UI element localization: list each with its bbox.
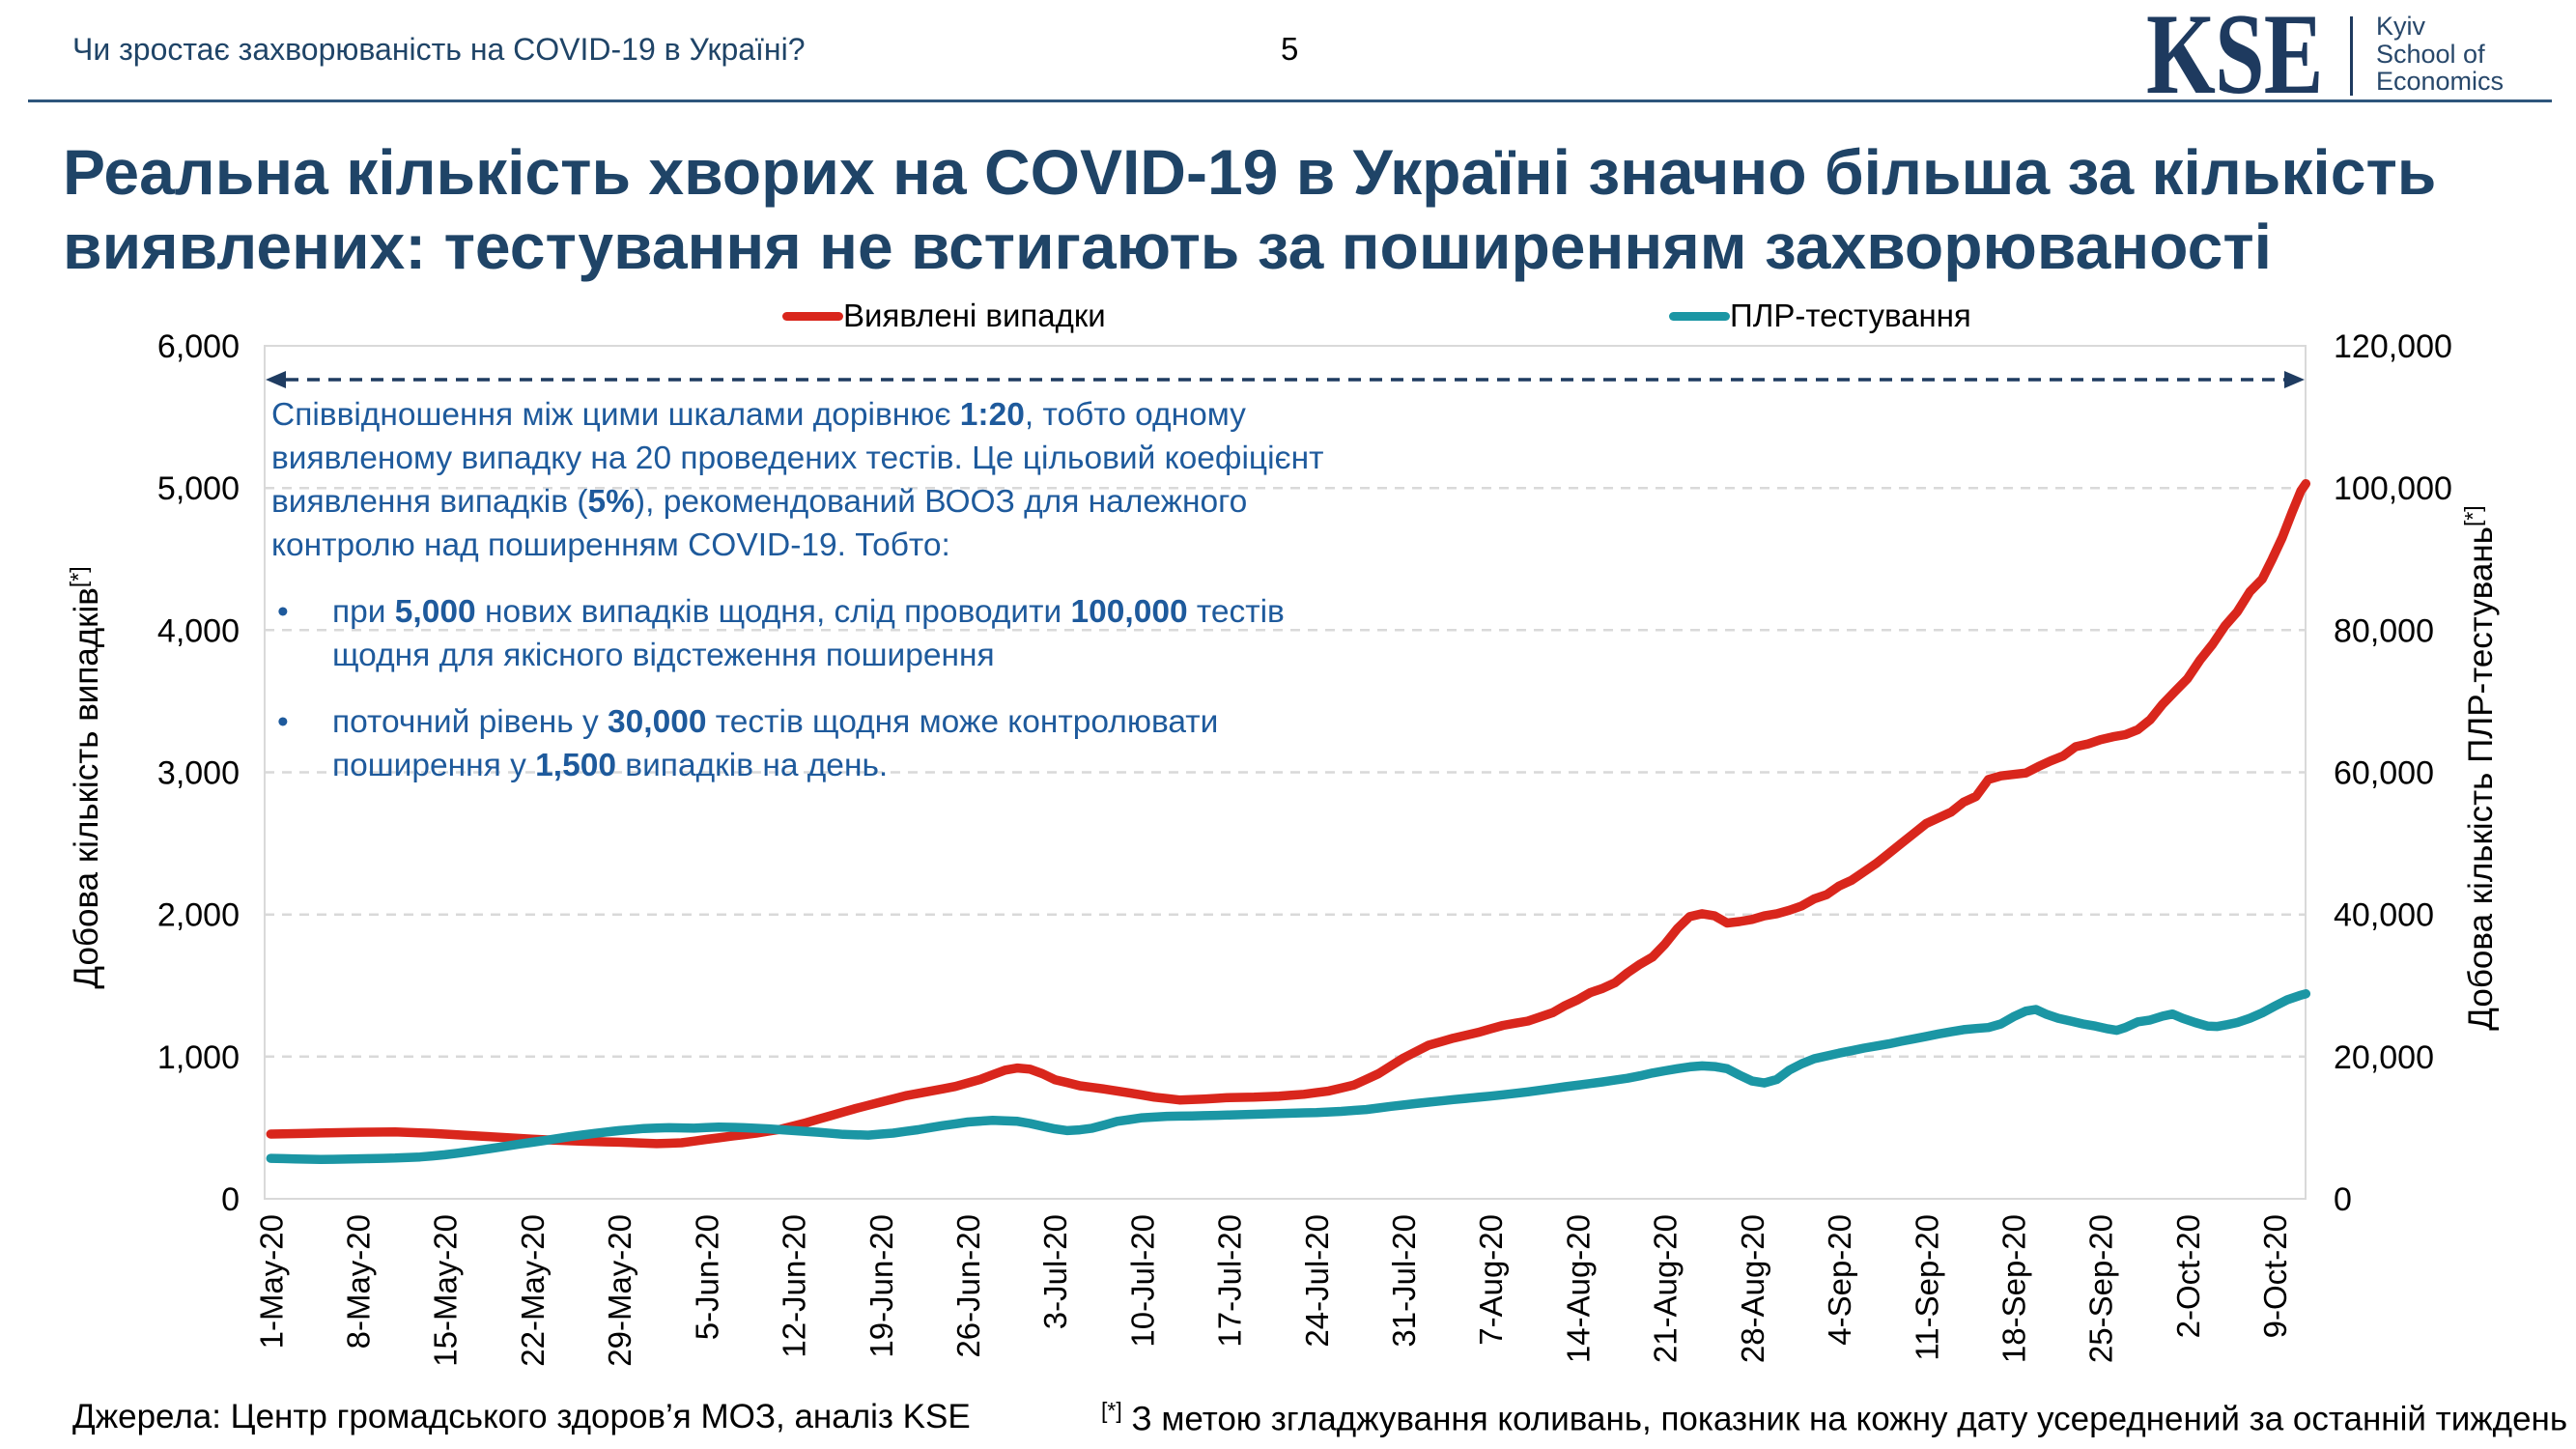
svg-text:20,000: 20,000 xyxy=(2334,1039,2434,1076)
svg-text:26-Jun-20: 26-Jun-20 xyxy=(950,1214,986,1358)
svg-text:10-Jul-20: 10-Jul-20 xyxy=(1124,1214,1160,1348)
svg-text:3-Jul-20: 3-Jul-20 xyxy=(1037,1214,1073,1329)
svg-text:60,000: 60,000 xyxy=(2334,755,2434,792)
svg-text:15-May-20: 15-May-20 xyxy=(428,1214,464,1367)
svg-text:24-Jul-20: 24-Jul-20 xyxy=(1299,1214,1335,1348)
svg-text:19-Jun-20: 19-Jun-20 xyxy=(863,1214,899,1358)
svg-text:0: 0 xyxy=(221,1181,240,1218)
svg-text:Добова кількість ПЛР-тестувань: Добова кількість ПЛР-тестувань[*] xyxy=(2460,505,2500,1030)
svg-text:4,000: 4,000 xyxy=(157,612,240,649)
svg-text:7-Aug-20: 7-Aug-20 xyxy=(1473,1214,1509,1346)
svg-text:3,000: 3,000 xyxy=(157,755,240,792)
svg-text:Добова кількість випадків[*]: Добова кількість випадків[*] xyxy=(66,566,105,988)
svg-text:1,000: 1,000 xyxy=(157,1039,240,1076)
svg-text:31-Jul-20: 31-Jul-20 xyxy=(1386,1214,1422,1348)
svg-text:8-May-20: 8-May-20 xyxy=(341,1214,377,1349)
svg-text:1-May-20: 1-May-20 xyxy=(253,1214,289,1349)
svg-text:5-Jun-20: 5-Jun-20 xyxy=(689,1214,724,1340)
svg-text:2,000: 2,000 xyxy=(157,897,240,934)
svg-text:21-Aug-20: 21-Aug-20 xyxy=(1648,1214,1684,1363)
svg-text:0: 0 xyxy=(2334,1181,2352,1218)
svg-text:28-Aug-20: 28-Aug-20 xyxy=(1735,1214,1770,1363)
svg-text:40,000: 40,000 xyxy=(2334,897,2434,934)
svg-text:120,000: 120,000 xyxy=(2334,328,2452,365)
svg-text:6,000: 6,000 xyxy=(157,328,240,365)
svg-text:12-Jun-20: 12-Jun-20 xyxy=(777,1214,812,1358)
svg-text:80,000: 80,000 xyxy=(2334,612,2434,649)
svg-text:29-May-20: 29-May-20 xyxy=(602,1214,637,1367)
svg-text:9-Oct-20: 9-Oct-20 xyxy=(2257,1214,2293,1338)
svg-text:14-Aug-20: 14-Aug-20 xyxy=(1560,1214,1596,1363)
svg-text:11-Sep-20: 11-Sep-20 xyxy=(1909,1214,1944,1361)
svg-text:25-Sep-20: 25-Sep-20 xyxy=(2083,1214,2119,1363)
svg-text:2-Oct-20: 2-Oct-20 xyxy=(2170,1214,2206,1338)
svg-text:17-Jul-20: 17-Jul-20 xyxy=(1212,1214,1248,1348)
svg-text:4-Sep-20: 4-Sep-20 xyxy=(1822,1214,1857,1346)
svg-text:22-May-20: 22-May-20 xyxy=(515,1214,551,1367)
svg-text:5,000: 5,000 xyxy=(157,470,240,507)
svg-text:18-Sep-20: 18-Sep-20 xyxy=(1996,1214,2032,1363)
svg-text:100,000: 100,000 xyxy=(2334,470,2452,507)
